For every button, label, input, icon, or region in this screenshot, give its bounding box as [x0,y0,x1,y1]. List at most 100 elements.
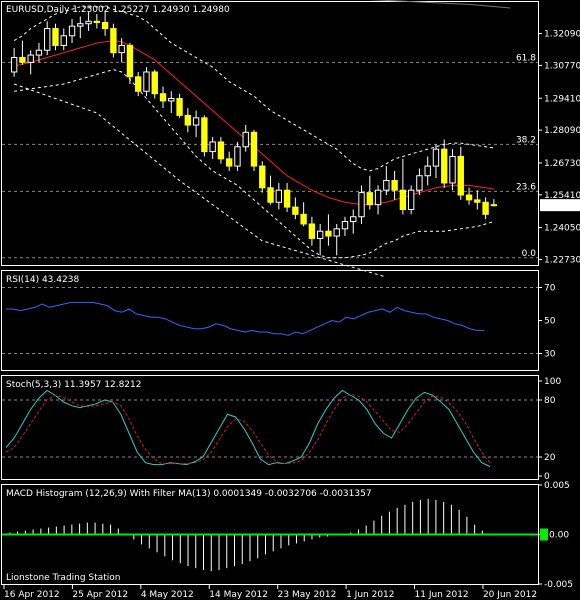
x-tick-label: 23 May 2012 [278,590,337,600]
price-tick-label: 1.29410 [544,94,580,104]
macd-panel-title: MACD Histogram (12,26,9) With Filter MA(… [6,489,372,499]
stoch-tick-label: 20 [544,453,556,463]
bull-candle [383,180,390,191]
price-tick-label: 1.22730 [544,255,580,265]
stoch-panel-title: Stoch(5,3,3) 11.3957 12.8212 [6,380,141,390]
bear-candle [300,213,307,225]
fib-level-label: 61.8 [516,53,536,63]
bear-candle [151,71,158,95]
x-tick-label: 16 Apr 2012 [4,590,60,600]
fib-level-label: 23.6 [516,182,536,192]
stoch-tick-label: 100 [544,377,561,387]
bull-candle [85,20,92,25]
watermark: Lionstone Trading Station [6,573,120,583]
bull-candle [168,98,175,102]
upper-band-line [13,6,494,172]
bear-candle [184,114,192,126]
macd-zero-label: 0.00 [549,531,569,541]
x-tick-label: 1 Jun 2012 [346,590,394,600]
bear-candle [399,189,407,211]
bear-candle [325,230,332,237]
bull-candle [350,216,357,223]
bear-candle [308,223,316,239]
price-panel-frame [1,1,539,266]
bear-candle [292,206,299,215]
stoch-tick-label: 0 [544,472,550,482]
bull-candle [416,175,423,191]
x-tick-label: 14 May 2012 [209,590,268,600]
current-price-label: 1.24980 [542,201,579,211]
bear-candle [217,141,225,160]
bull-candle [316,230,324,239]
price-tick-label: 1.24050 [544,224,580,234]
bear-candle [490,204,498,207]
bull-candle [192,117,200,126]
bear-candle [474,199,481,203]
macd-panel: 0.005 -0.005 0.00 [2,481,573,590]
bear-candle [482,201,489,215]
macd-tick-label: 0.005 [544,481,570,491]
price-tick-label: 1.32090 [544,30,580,40]
top-envelope-line [367,0,511,9]
bull-candle [333,228,340,237]
lower-band-line [14,69,495,259]
stoch-main-line [5,389,491,467]
stoch-panel-frame [1,375,539,480]
price-tick-label: 1.28090 [544,126,580,136]
bear-candle [457,155,464,196]
bear-candle [126,44,134,78]
fib-level-label: 0.0 [522,249,537,259]
bear-candle [283,189,291,208]
rsi-panel: 70 50 30 [2,284,556,360]
bear-candle [159,93,167,102]
bear-candle [176,98,183,116]
x-tick-label: 11 Jun 2012 [415,590,469,600]
x-tick-label: 4 May 2012 [141,590,194,600]
bear-candle [259,165,266,189]
rsi-panel-frame [1,270,539,371]
bull-candle [143,71,150,92]
price-tick-label: 1.30770 [544,61,580,71]
rsi-tick-label: 70 [544,284,556,294]
rsi-panel-title: RSI(14) 43.4238 [6,275,79,285]
rsi-line [6,301,484,336]
bull-candle [407,189,415,211]
outer-envelope-line [13,83,387,278]
bull-candle [424,165,431,177]
price-tick-label: 1.26730 [544,159,580,169]
bear-candle [267,187,274,203]
x-tick-label: 25 Apr 2012 [72,590,128,600]
rsi-tick-label: 50 [544,317,556,327]
bear-candle [465,194,473,201]
macd-zero-marker [540,528,548,541]
bull-candle [275,189,283,203]
bull-candle [242,131,249,148]
bull-candle [35,49,43,56]
bear-candle [201,117,208,153]
bull-candle [44,28,51,51]
bear-candle [250,131,258,167]
price-panel: 61.8 38.2 23.6 0.0 1.32090 1.30770 1.29410 1.28… [2,0,580,278]
bear-candle [366,192,373,206]
bear-candle [391,180,398,191]
x-tick-label: 20 Jun 2012 [483,590,537,600]
bull-candle [27,54,34,63]
price-panel-title: EURUSD,Daily 1.25002 1.25227 1.24930 1.2… [6,5,230,15]
bull-candle [209,141,216,153]
bull-candle [68,25,76,37]
stoch-tick-label: 80 [544,396,556,406]
bull-candle [60,35,67,46]
bull-candle [77,23,84,27]
bull-candle [449,155,456,184]
bull-candle [358,192,365,218]
bear-candle [225,158,233,167]
fib-level-label: 38.2 [516,135,536,145]
bull-candle [432,148,440,167]
current-price-tag [540,199,580,212]
bear-candle [19,56,26,63]
bear-candle [52,28,59,46]
bull-candle [118,44,125,54]
bull-candle [374,189,382,206]
stoch-signal-line [5,393,491,465]
